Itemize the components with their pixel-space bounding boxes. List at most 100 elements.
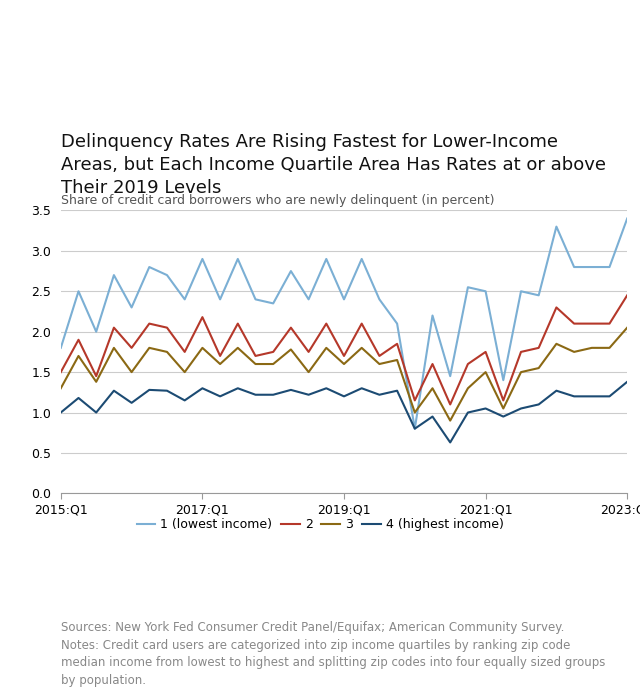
1 (lowest income) xyxy=(75,287,83,295)
4 (highest income) xyxy=(358,384,365,393)
3 xyxy=(128,368,136,376)
3 xyxy=(145,344,153,352)
Text: Delinquency Rates Are Rising Fastest for Lower-Income
Areas, but Each Income Qua: Delinquency Rates Are Rising Fastest for… xyxy=(61,133,606,197)
2 xyxy=(269,348,277,356)
3 xyxy=(482,368,490,376)
2 xyxy=(517,348,525,356)
4 (highest income) xyxy=(429,413,436,421)
2 xyxy=(358,319,365,328)
4 (highest income) xyxy=(605,392,613,400)
4 (highest income) xyxy=(128,399,136,407)
3 xyxy=(393,356,401,364)
3 xyxy=(464,384,472,393)
3 xyxy=(623,324,631,332)
3 xyxy=(163,348,171,356)
3 xyxy=(269,360,277,368)
4 (highest income) xyxy=(252,391,259,399)
Line: 1 (lowest income): 1 (lowest income) xyxy=(61,219,627,428)
1 (lowest income) xyxy=(145,263,153,271)
4 (highest income) xyxy=(535,400,543,408)
3 xyxy=(252,360,259,368)
4 (highest income) xyxy=(216,392,224,400)
1 (lowest income) xyxy=(376,295,383,304)
3 xyxy=(305,368,312,376)
4 (highest income) xyxy=(145,386,153,394)
2 xyxy=(411,396,419,404)
Line: 4 (highest income): 4 (highest income) xyxy=(61,382,627,442)
2 xyxy=(340,352,348,360)
1 (lowest income) xyxy=(128,304,136,312)
1 (lowest income) xyxy=(588,263,596,271)
Legend: 1 (lowest income), 2, 3, 4 (highest income): 1 (lowest income), 2, 3, 4 (highest inco… xyxy=(132,513,508,536)
4 (highest income) xyxy=(623,377,631,386)
4 (highest income) xyxy=(517,404,525,413)
2 xyxy=(252,352,259,360)
3 xyxy=(499,404,507,413)
4 (highest income) xyxy=(92,408,100,417)
4 (highest income) xyxy=(464,408,472,417)
4 (highest income) xyxy=(198,384,206,393)
3 xyxy=(517,368,525,376)
Text: Sources: New York Fed Consumer Credit Panel/Equifax; American Community Survey.
: Sources: New York Fed Consumer Credit Pa… xyxy=(61,621,605,687)
2 xyxy=(552,304,560,312)
1 (lowest income) xyxy=(305,295,312,304)
3 xyxy=(340,360,348,368)
3 xyxy=(234,344,242,352)
4 (highest income) xyxy=(234,384,242,393)
1 (lowest income) xyxy=(340,295,348,304)
3 xyxy=(605,344,613,352)
4 (highest income) xyxy=(393,386,401,395)
2 xyxy=(570,319,578,328)
2 xyxy=(287,324,295,332)
1 (lowest income) xyxy=(110,271,118,279)
4 (highest income) xyxy=(57,408,65,417)
2 xyxy=(499,396,507,404)
1 (lowest income) xyxy=(623,215,631,223)
4 (highest income) xyxy=(163,386,171,395)
1 (lowest income) xyxy=(269,299,277,308)
2 xyxy=(623,291,631,299)
2 xyxy=(323,319,330,328)
1 (lowest income) xyxy=(535,291,543,299)
1 (lowest income) xyxy=(446,372,454,380)
1 (lowest income) xyxy=(517,287,525,295)
2 xyxy=(145,319,153,328)
2 xyxy=(216,352,224,360)
1 (lowest income) xyxy=(323,255,330,263)
4 (highest income) xyxy=(446,438,454,446)
2 xyxy=(429,360,436,368)
2 xyxy=(163,324,171,332)
1 (lowest income) xyxy=(552,222,560,230)
2 xyxy=(482,348,490,356)
4 (highest income) xyxy=(376,391,383,399)
4 (highest income) xyxy=(552,386,560,395)
3 xyxy=(588,344,596,352)
Line: 2: 2 xyxy=(61,295,627,404)
4 (highest income) xyxy=(269,391,277,399)
4 (highest income) xyxy=(499,413,507,421)
2 xyxy=(57,368,65,376)
1 (lowest income) xyxy=(92,328,100,336)
2 xyxy=(376,352,383,360)
1 (lowest income) xyxy=(252,295,259,304)
1 (lowest income) xyxy=(570,263,578,271)
3 xyxy=(411,408,419,417)
4 (highest income) xyxy=(305,391,312,399)
3 xyxy=(92,377,100,386)
1 (lowest income) xyxy=(358,255,365,263)
2 xyxy=(110,324,118,332)
4 (highest income) xyxy=(482,404,490,413)
1 (lowest income) xyxy=(499,376,507,384)
3 xyxy=(376,360,383,368)
1 (lowest income) xyxy=(411,424,419,433)
4 (highest income) xyxy=(287,386,295,394)
4 (highest income) xyxy=(588,392,596,400)
4 (highest income) xyxy=(570,392,578,400)
3 xyxy=(287,345,295,353)
4 (highest income) xyxy=(323,384,330,393)
1 (lowest income) xyxy=(216,295,224,304)
1 (lowest income) xyxy=(287,267,295,275)
2 xyxy=(92,372,100,380)
Line: 3: 3 xyxy=(61,328,627,421)
2 xyxy=(198,313,206,322)
